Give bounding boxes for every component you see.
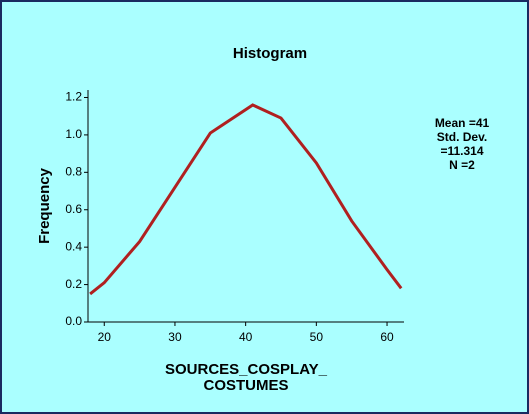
x-axis-label: COSTUMES <box>203 377 288 394</box>
x-tick-label: 20 <box>98 330 112 344</box>
stat-label: N =2 <box>449 158 475 172</box>
x-axis-label: SOURCES_COSPLAY_ <box>165 361 328 378</box>
y-axis-label: Frequency <box>36 167 53 244</box>
stat-label: =11.314 <box>440 144 483 158</box>
y-tick-label: 0.8 <box>65 164 82 178</box>
y-tick-label: 0.2 <box>65 277 82 291</box>
stat-label: Std. Dev. <box>437 130 487 144</box>
x-tick-label: 50 <box>310 330 324 344</box>
chart-title: Histogram <box>233 45 307 62</box>
x-tick-label: 30 <box>168 330 182 344</box>
stat-label: Mean =41 <box>435 116 490 130</box>
y-tick-label: 0.6 <box>65 202 82 216</box>
y-tick-label: 1.2 <box>65 90 82 104</box>
x-tick-label: 40 <box>239 330 253 344</box>
y-tick-label: 0.0 <box>65 314 82 328</box>
y-tick-label: 1.0 <box>65 127 82 141</box>
y-tick-label: 0.4 <box>65 239 82 253</box>
curve <box>89 103 403 296</box>
x-tick-label: 60 <box>380 330 394 344</box>
